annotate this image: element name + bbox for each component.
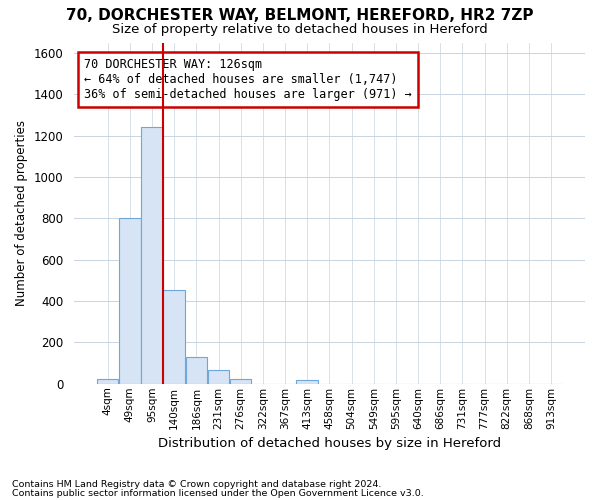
Y-axis label: Number of detached properties: Number of detached properties (15, 120, 28, 306)
Bar (141, 128, 163, 384)
Bar (230, 378, 251, 384)
Text: 70, DORCHESTER WAY, BELMONT, HEREFORD, HR2 7ZP: 70, DORCHESTER WAY, BELMONT, HEREFORD, H… (66, 8, 534, 22)
Bar (163, 290, 185, 384)
Bar (296, 380, 318, 384)
Bar (185, 357, 207, 384)
X-axis label: Distribution of detached houses by size in Hereford: Distribution of detached houses by size … (158, 437, 501, 450)
Bar (119, 218, 140, 384)
Text: Size of property relative to detached houses in Hereford: Size of property relative to detached ho… (112, 22, 488, 36)
Text: 70 DORCHESTER WAY: 126sqm
← 64% of detached houses are smaller (1,747)
36% of se: 70 DORCHESTER WAY: 126sqm ← 64% of detac… (84, 58, 412, 101)
Bar (97, 378, 118, 384)
Text: Contains HM Land Registry data © Crown copyright and database right 2024.: Contains HM Land Registry data © Crown c… (12, 480, 382, 489)
Bar (208, 370, 229, 384)
Text: Contains public sector information licensed under the Open Government Licence v3: Contains public sector information licen… (12, 490, 424, 498)
